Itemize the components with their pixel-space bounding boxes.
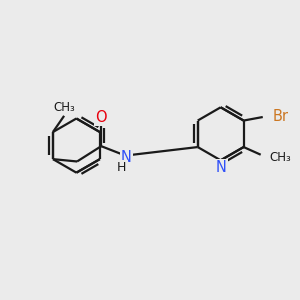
Text: O: O bbox=[95, 110, 107, 125]
Text: CH₃: CH₃ bbox=[53, 101, 75, 114]
Text: H: H bbox=[117, 161, 127, 175]
Text: Br: Br bbox=[272, 109, 288, 124]
Text: CH₃: CH₃ bbox=[269, 151, 291, 164]
Text: N: N bbox=[216, 160, 227, 175]
Text: N: N bbox=[121, 150, 132, 165]
